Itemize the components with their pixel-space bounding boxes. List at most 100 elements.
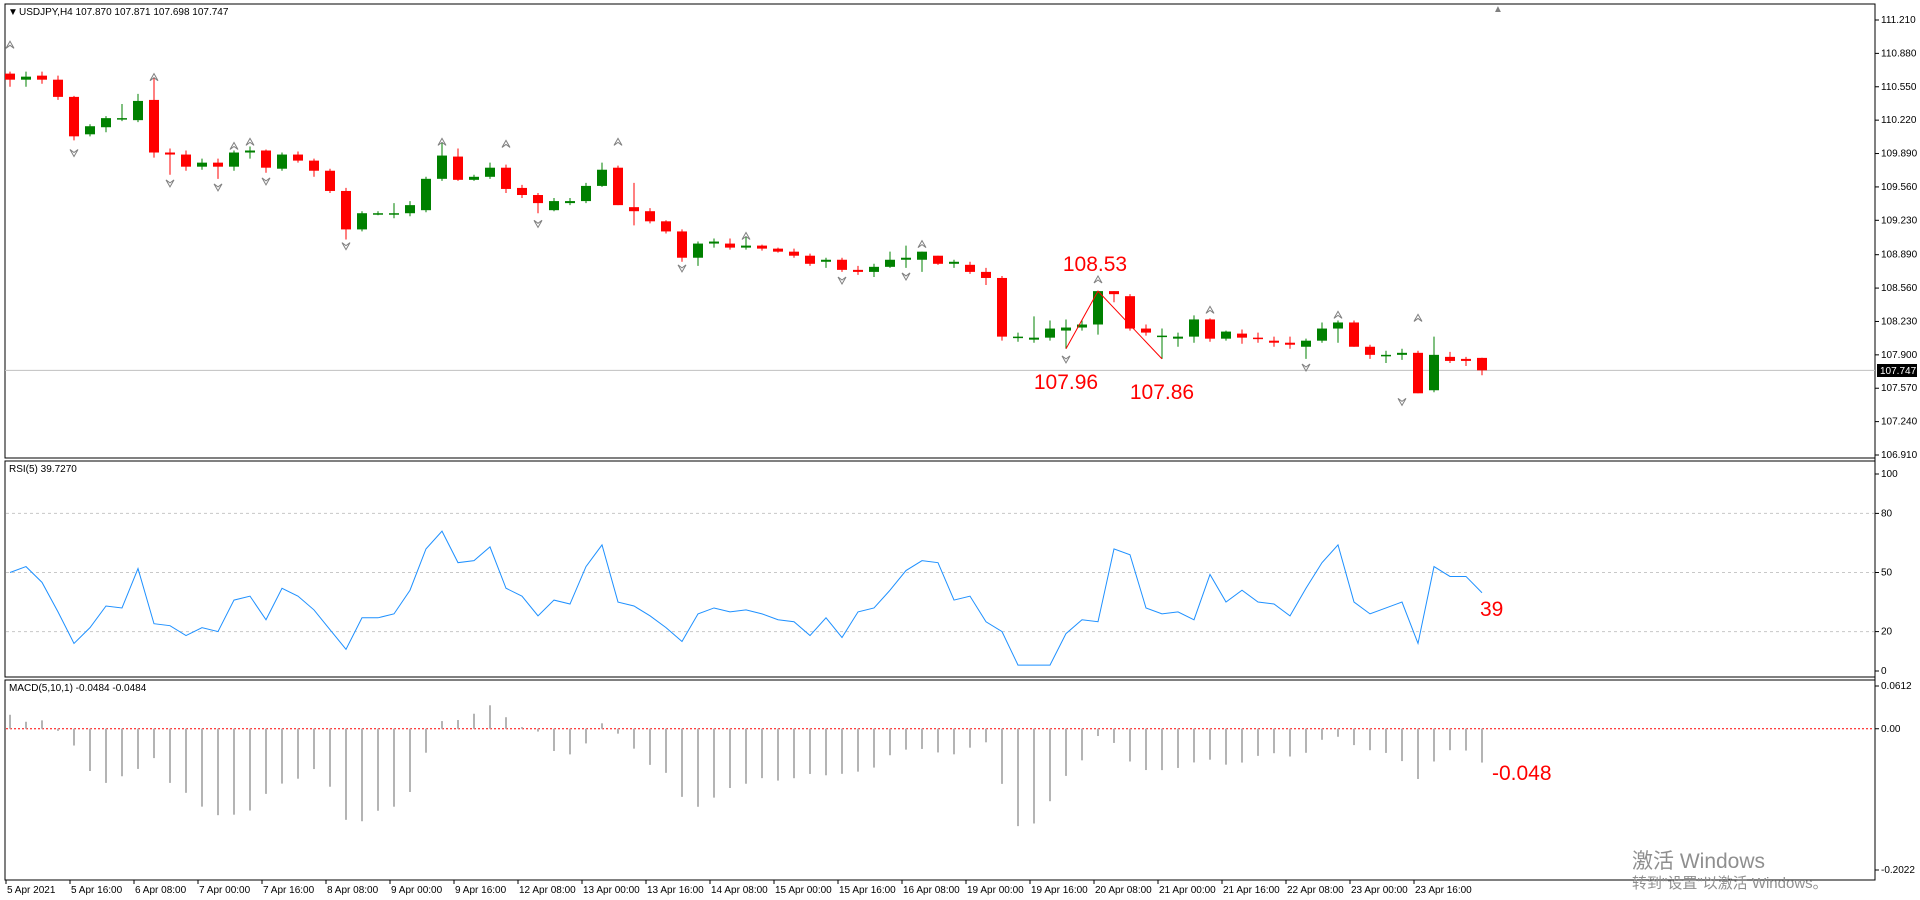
candle[interactable] (565, 198, 575, 206)
candle[interactable] (709, 238, 719, 248)
candle[interactable] (1333, 320, 1343, 343)
candle[interactable] (1253, 332, 1263, 343)
candle[interactable] (789, 248, 799, 258)
candle[interactable] (85, 124, 95, 137)
candle[interactable] (1205, 318, 1215, 342)
candle[interactable] (1189, 315, 1199, 343)
candle[interactable] (773, 247, 783, 253)
candle[interactable] (213, 158, 223, 179)
candle[interactable] (533, 192, 543, 214)
candle[interactable] (1445, 351, 1455, 363)
candle[interactable] (453, 148, 463, 181)
candle[interactable] (869, 263, 879, 277)
candle[interactable] (805, 253, 815, 266)
candle[interactable] (149, 77, 159, 158)
candle[interactable] (1413, 350, 1423, 394)
candle[interactable] (293, 151, 303, 163)
candle[interactable] (917, 251, 927, 272)
candle[interactable] (1173, 332, 1183, 347)
candle[interactable] (389, 203, 399, 219)
candle[interactable] (997, 275, 1007, 341)
candle[interactable] (341, 187, 351, 240)
candle[interactable] (1397, 348, 1407, 360)
candle[interactable] (261, 149, 271, 173)
candle[interactable] (757, 244, 767, 251)
rsi-panel-frame[interactable] (4, 460, 1876, 678)
candle[interactable] (1093, 291, 1103, 335)
candle[interactable] (21, 71, 31, 87)
candle[interactable] (885, 251, 895, 268)
candle[interactable] (117, 103, 127, 122)
candle[interactable] (69, 95, 79, 141)
candle[interactable] (821, 257, 831, 268)
candle[interactable] (501, 164, 511, 193)
candle[interactable] (949, 259, 959, 268)
candle[interactable] (1285, 336, 1295, 349)
candle[interactable] (1461, 356, 1471, 366)
candle[interactable] (373, 211, 383, 216)
candle[interactable] (981, 267, 991, 286)
candle[interactable] (229, 150, 239, 171)
candle[interactable] (101, 116, 111, 133)
candle-body (965, 264, 975, 272)
candle[interactable] (1109, 291, 1119, 303)
candle[interactable] (1349, 320, 1359, 347)
candle[interactable] (197, 158, 207, 170)
macd-panel-frame[interactable] (4, 679, 1876, 881)
candle[interactable] (1013, 332, 1023, 342)
candle[interactable] (661, 220, 671, 234)
candle[interactable] (469, 174, 479, 181)
candle[interactable] (437, 142, 447, 181)
candle[interactable] (1157, 328, 1167, 359)
candle[interactable] (1029, 316, 1039, 343)
candle[interactable] (277, 152, 287, 171)
chart-shift-marker-icon[interactable]: ▲ (1493, 4, 1503, 15)
candle[interactable] (549, 198, 559, 212)
candle[interactable] (1301, 338, 1311, 359)
candle[interactable] (405, 201, 415, 217)
candle[interactable] (1045, 320, 1055, 341)
candle[interactable] (485, 162, 495, 179)
candle[interactable] (1061, 319, 1071, 349)
windows-activation-watermark-title: 激活 Windows (1632, 850, 1765, 873)
candle[interactable] (1141, 324, 1151, 336)
candle[interactable] (677, 229, 687, 262)
candle[interactable] (421, 176, 431, 213)
candle[interactable] (1477, 357, 1487, 376)
price-panel-frame[interactable] (4, 3, 1876, 459)
chart-title-triangle-icon[interactable]: ▼ (8, 7, 18, 18)
candle[interactable] (1237, 329, 1247, 344)
candle[interactable] (53, 75, 63, 100)
candle[interactable] (1429, 336, 1439, 393)
candle-body (245, 150, 255, 153)
candle[interactable] (581, 182, 591, 204)
candle[interactable] (901, 245, 911, 268)
candle[interactable] (245, 146, 255, 159)
candle[interactable] (1381, 350, 1391, 363)
candle[interactable] (165, 148, 175, 175)
candle[interactable] (597, 162, 607, 187)
candle[interactable] (1365, 344, 1375, 359)
candle[interactable] (1221, 330, 1231, 341)
candle[interactable] (933, 255, 943, 265)
candle[interactable] (181, 150, 191, 171)
candle[interactable] (613, 165, 623, 206)
candle[interactable] (837, 257, 847, 272)
candle[interactable] (5, 71, 15, 87)
candle[interactable] (309, 158, 319, 177)
candle[interactable] (965, 261, 975, 274)
candle[interactable] (853, 265, 863, 275)
candle[interactable] (1269, 336, 1279, 347)
candle[interactable] (325, 168, 335, 193)
candle[interactable] (357, 211, 367, 232)
candle[interactable] (1317, 322, 1327, 343)
candle[interactable] (517, 184, 527, 199)
candle[interactable] (1077, 320, 1087, 331)
candle[interactable] (37, 71, 47, 84)
candle[interactable] (725, 238, 735, 250)
candle[interactable] (741, 236, 751, 250)
candle[interactable] (133, 93, 143, 123)
candle[interactable] (693, 241, 703, 266)
candle[interactable] (629, 182, 639, 226)
candle[interactable] (645, 208, 655, 224)
